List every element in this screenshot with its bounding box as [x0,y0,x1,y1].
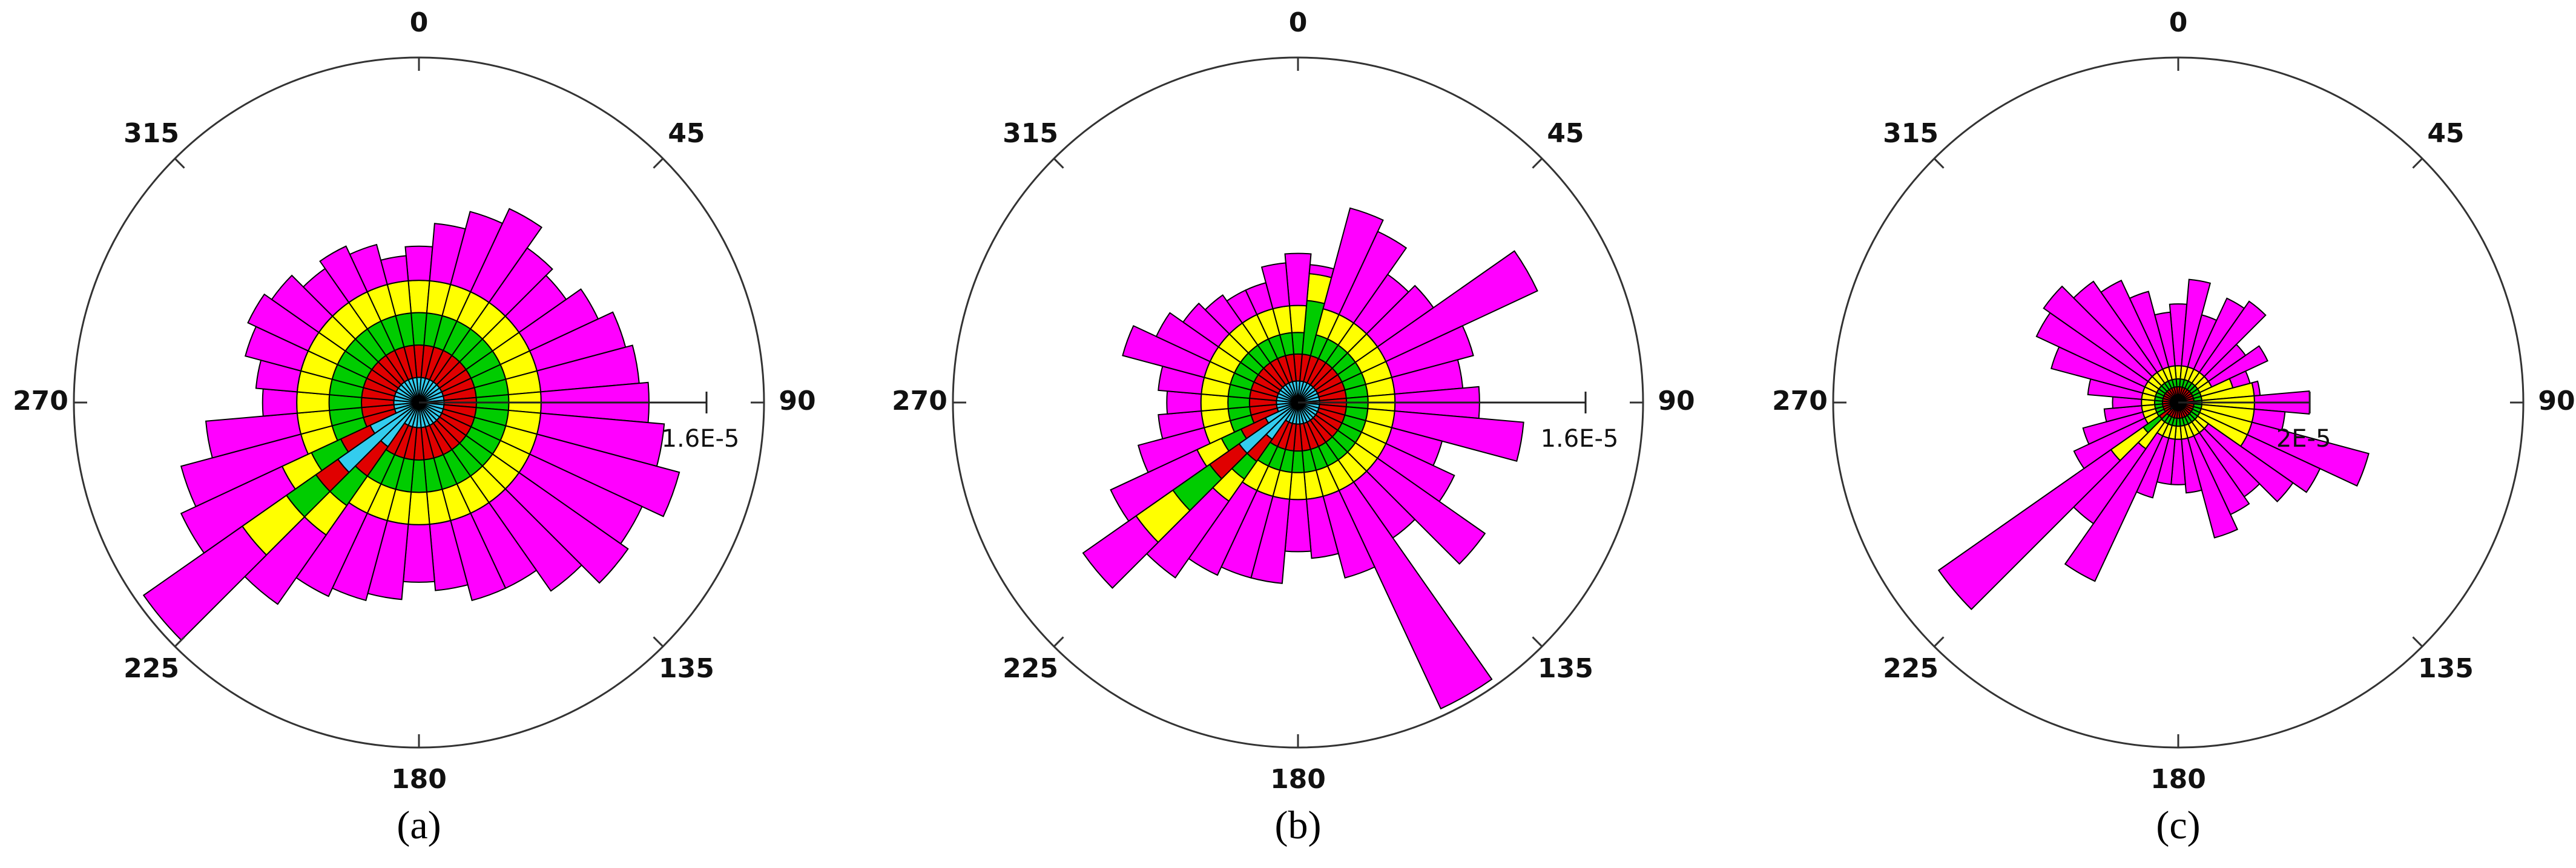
rose-segment [407,491,430,525]
caption: (b) [1275,803,1322,847]
rose-segment [142,525,268,641]
rose-segment [295,501,369,597]
angle-label: 0 [2169,7,2188,38]
rose-chart: 0 45 90 135 180 225 270 315 1.6E-5 (b) [892,7,1695,847]
angle-tick [174,636,185,648]
rose-segment [1260,262,1291,310]
caption: (a) [397,803,441,847]
angle-label: 225 [1883,653,1939,684]
rose-chart: 0 45 90 135 180 225 270 315 1.6E-5 (a) [13,7,816,847]
angle-label: 90 [1658,386,1695,416]
angle-tick [174,157,185,169]
radial-tick-label: 2E-5 [2276,425,2331,453]
angle-label: 225 [1003,653,1058,684]
angle-tick [2412,636,2423,648]
angle-label: 315 [1003,118,1058,149]
angle-label: 315 [1883,118,1939,149]
angle-tick [1053,157,1064,169]
angle-label: 180 [1270,764,1326,795]
angle-tick [1933,157,1945,169]
rose-segment [407,280,430,314]
angle-label: 135 [659,653,714,684]
rose-segment [243,516,328,605]
rose-segment [1284,252,1312,307]
rose-segment [2064,432,2164,582]
rose-chart: 0 45 90 135 180 225 270 315 2E-5 (c) [1772,7,2575,847]
angle-label: 225 [124,653,179,684]
angle-label: 135 [1538,653,1593,684]
angle-label: 270 [13,386,68,416]
angle-tick [1933,636,1945,648]
angle-label: 0 [410,7,429,38]
angle-label: 135 [2418,653,2474,684]
angle-tick [653,157,664,169]
angle-label: 90 [779,386,815,416]
rose-segment [1188,481,1258,576]
rose-segment [2228,370,2251,389]
rose-segment [1391,410,1524,462]
rose-segment [2207,345,2268,388]
rose-segment [2072,441,2147,525]
rose-segment [1338,481,1493,710]
angle-tick [1532,636,1543,648]
rose-segment [404,245,433,281]
angle-label: 270 [1772,386,1828,416]
radial-tick-label: 1.6E-5 [1541,425,1619,453]
angle-label: 270 [892,386,947,416]
angle-tick [2412,157,2423,169]
angle-label: 45 [668,118,705,149]
angle-tick [1532,157,1543,169]
angle-label: 180 [391,764,447,795]
angle-label: 180 [2150,764,2206,795]
rose-segment [1145,487,1230,579]
rose-segment [262,388,298,417]
angle-label: 90 [2538,386,2575,416]
caption: (c) [2156,803,2200,847]
rose-segment [1937,449,2121,611]
angle-label: 45 [1547,118,1584,149]
rose-segment [2153,311,2176,368]
radial-tick-label: 1.6E-5 [662,425,740,453]
angle-label: 45 [2427,118,2464,149]
rose-segment [1082,515,1159,589]
angle-tick [653,636,664,648]
rose-segment [1166,390,1202,415]
rose-segment [380,255,409,286]
angle-label: 0 [1289,7,1308,38]
rose-segment [296,391,331,414]
angle-tick [1053,636,1064,648]
angle-label: 315 [124,118,179,149]
